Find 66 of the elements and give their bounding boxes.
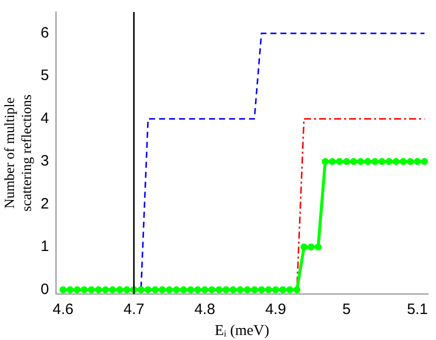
point xyxy=(158,286,166,294)
point xyxy=(308,244,315,250)
x-tick-label: 4.9 xyxy=(265,301,286,318)
point xyxy=(272,286,280,294)
x-tick-label: 5.1 xyxy=(406,301,428,318)
point xyxy=(230,286,237,294)
y-axis-title: Number of multiple scattering reflections xyxy=(3,94,35,212)
point xyxy=(420,158,428,166)
point xyxy=(314,244,322,250)
point xyxy=(201,286,208,294)
point xyxy=(364,158,372,166)
point xyxy=(357,158,364,166)
point xyxy=(300,244,308,250)
y-tick-label: 5 xyxy=(40,67,49,84)
point xyxy=(123,286,130,294)
point xyxy=(414,158,421,166)
point xyxy=(371,158,378,166)
point xyxy=(172,286,180,294)
y-tick-label: 0 xyxy=(40,280,49,298)
point xyxy=(116,286,124,294)
point xyxy=(336,158,343,166)
point xyxy=(328,158,336,166)
point xyxy=(180,286,188,294)
point xyxy=(109,286,116,294)
point xyxy=(94,286,102,294)
x-tick-label: 4.6 xyxy=(52,301,74,318)
point xyxy=(166,286,173,294)
x-axis-title: Eᵢ (meV) xyxy=(214,322,270,339)
point xyxy=(222,286,230,294)
point xyxy=(208,286,216,294)
y-tick-label: 2 xyxy=(40,195,49,212)
point xyxy=(350,158,358,166)
point xyxy=(406,158,414,166)
point xyxy=(378,158,386,166)
x-tick-label: 4.7 xyxy=(123,301,144,318)
x-tick-label: 5 xyxy=(342,301,351,318)
point xyxy=(265,286,272,294)
point xyxy=(236,286,244,294)
point xyxy=(187,286,194,294)
point xyxy=(244,286,251,294)
y-tick-label: 6 xyxy=(40,24,49,42)
point xyxy=(60,286,67,294)
point xyxy=(194,286,202,294)
point xyxy=(152,286,159,294)
y-tick-label: 3 xyxy=(40,152,49,170)
point xyxy=(279,286,286,294)
point xyxy=(250,286,258,294)
point xyxy=(258,286,265,294)
point xyxy=(80,286,88,294)
point xyxy=(392,158,400,166)
x-tick-label: 4.8 xyxy=(194,301,216,318)
point xyxy=(74,286,81,294)
point xyxy=(400,158,407,166)
y-tick-label: 1 xyxy=(40,238,49,256)
point xyxy=(293,286,300,294)
point xyxy=(88,286,95,294)
point xyxy=(386,158,393,166)
point xyxy=(286,286,294,294)
point xyxy=(215,286,222,294)
y-tick-label: 4 xyxy=(40,110,49,127)
point xyxy=(66,286,74,294)
point xyxy=(322,158,329,166)
point xyxy=(343,158,350,166)
point xyxy=(102,286,110,294)
point xyxy=(144,286,152,294)
point xyxy=(137,286,144,294)
